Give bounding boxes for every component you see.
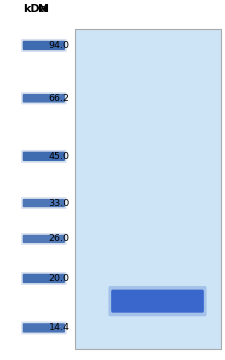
FancyBboxPatch shape [108,286,207,316]
FancyBboxPatch shape [23,274,65,283]
FancyBboxPatch shape [23,152,65,161]
FancyBboxPatch shape [23,94,65,103]
Text: 94.0: 94.0 [49,41,70,50]
Text: 26.0: 26.0 [49,234,70,243]
Text: 66.2: 66.2 [49,94,70,103]
FancyBboxPatch shape [21,321,67,334]
Text: 33.0: 33.0 [49,199,70,208]
Text: 45.0: 45.0 [49,152,70,161]
FancyBboxPatch shape [21,197,67,209]
FancyBboxPatch shape [23,199,65,207]
FancyBboxPatch shape [21,233,67,245]
Text: kDa: kDa [23,4,47,14]
FancyBboxPatch shape [21,92,67,104]
FancyBboxPatch shape [111,290,204,313]
FancyBboxPatch shape [23,41,65,50]
FancyBboxPatch shape [23,235,65,243]
FancyBboxPatch shape [21,150,67,163]
FancyBboxPatch shape [21,39,67,52]
Text: 14.4: 14.4 [49,323,70,332]
FancyBboxPatch shape [21,272,67,285]
FancyBboxPatch shape [23,323,65,333]
Text: 20.0: 20.0 [49,274,70,283]
FancyBboxPatch shape [75,29,220,349]
Text: M: M [38,4,49,14]
